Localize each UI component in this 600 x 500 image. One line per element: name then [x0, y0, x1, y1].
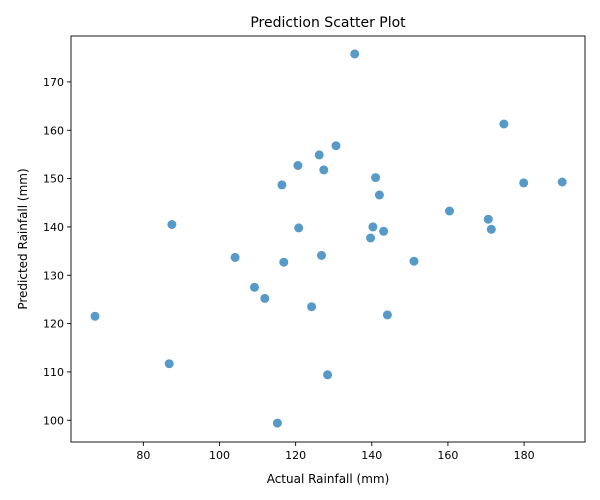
data-point-14 [167, 220, 177, 229]
y-tick-label-110: 110 [43, 366, 64, 379]
x-tick-label-100: 100 [209, 449, 230, 462]
data-point-6 [319, 165, 329, 175]
data-point-16 [368, 222, 378, 232]
x-tick-label-140: 140 [361, 449, 382, 462]
y-tick-label-130: 130 [43, 269, 64, 282]
data-point-28 [382, 310, 392, 320]
data-point-31 [272, 418, 282, 428]
data-point-5 [293, 161, 303, 170]
data-point-26 [307, 302, 317, 312]
data-point-8 [277, 180, 287, 190]
x-axis-label: Actual Rainfall (mm) [267, 472, 390, 486]
data-point-23 [409, 256, 419, 266]
data-point-3 [331, 141, 341, 151]
data-point-21 [317, 250, 326, 260]
data-point-1 [350, 49, 360, 59]
x-tick-label-80: 80 [136, 449, 150, 462]
data-point-11 [374, 190, 384, 200]
data-point-18 [379, 226, 389, 236]
data-point-9 [519, 178, 529, 188]
plot-frame [70, 35, 586, 443]
data-point-30 [323, 370, 333, 380]
x-tick-label-180: 180 [514, 449, 535, 462]
points-layer [90, 49, 567, 428]
x-tick-label-160: 160 [437, 449, 458, 462]
data-point-20 [230, 252, 240, 262]
data-point-25 [260, 293, 270, 303]
y-axis-label: Predicted Rainfall (mm) [16, 168, 30, 309]
data-point-22 [279, 257, 289, 267]
data-point-7 [371, 173, 381, 183]
y-tick-label-120: 120 [43, 318, 64, 331]
data-point-29 [164, 359, 174, 369]
y-tick-label-150: 150 [43, 173, 64, 186]
data-point-19 [366, 233, 376, 243]
data-point-27 [90, 311, 100, 321]
data-point-10 [557, 177, 567, 187]
data-point-2 [499, 119, 509, 129]
x-tick-label-120: 120 [285, 449, 306, 462]
y-tick-label-170: 170 [43, 76, 64, 89]
ticks-layer: 80 100 120 140 160 180 100 110 120 130 140 150 160 17… [43, 76, 535, 462]
y-tick-label-100: 100 [43, 414, 64, 427]
data-point-24 [250, 282, 259, 292]
data-point-13 [483, 214, 493, 224]
y-tick-label-160: 160 [43, 124, 64, 137]
data-point-15 [294, 223, 304, 233]
data-point-4 [314, 150, 324, 160]
data-point-17 [486, 224, 496, 234]
data-point-12 [445, 206, 454, 216]
chart-title: Prediction Scatter Plot [250, 15, 406, 31]
y-tick-label-140: 140 [43, 221, 64, 234]
